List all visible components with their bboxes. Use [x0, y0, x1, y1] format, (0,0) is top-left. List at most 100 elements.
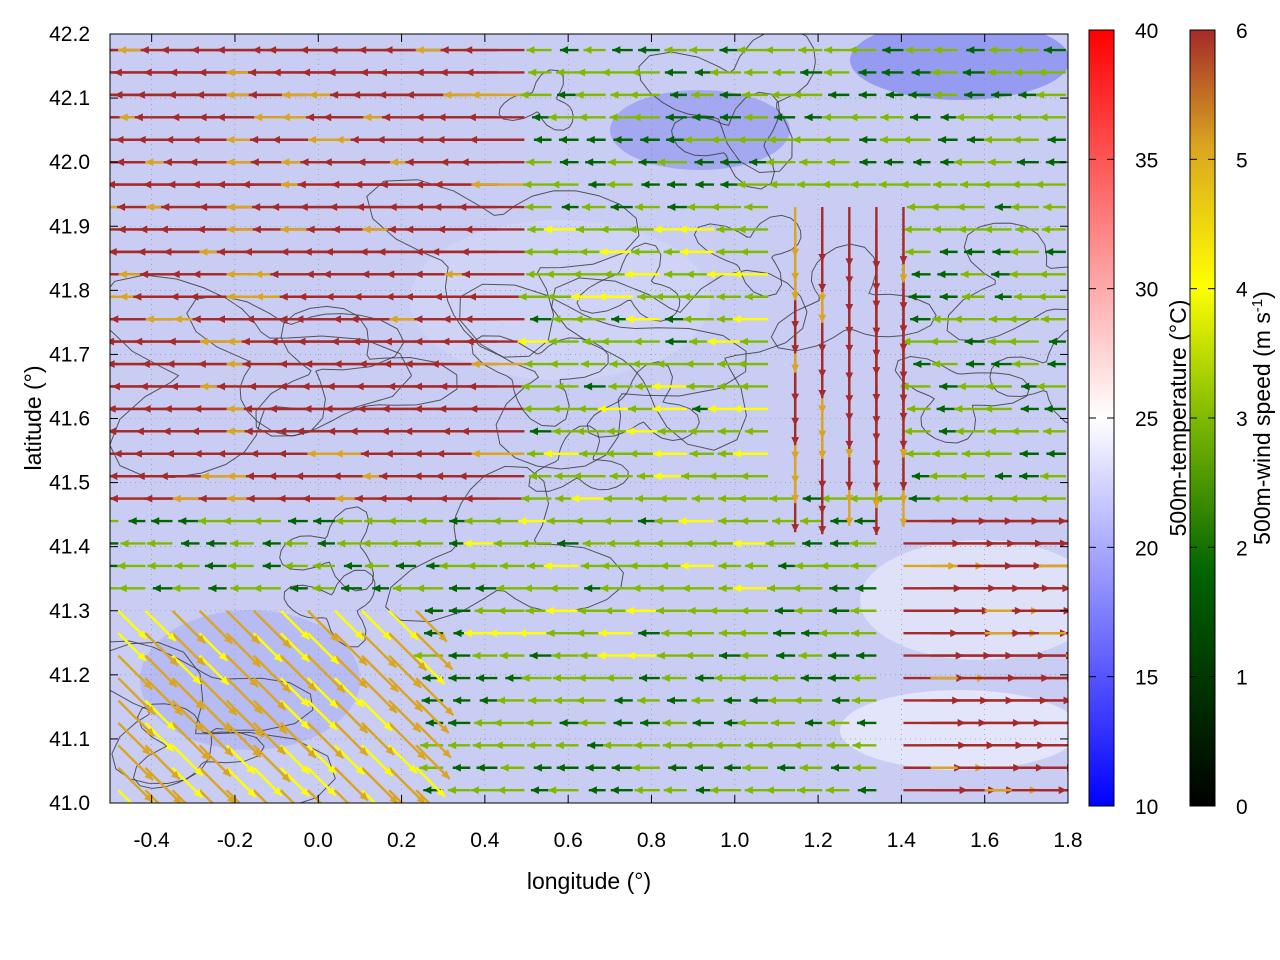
wind-vector-head: [1047, 135, 1056, 144]
wind-vector-head: [578, 113, 587, 122]
wind-vector-head: [433, 292, 442, 301]
wind-vector-head: [472, 651, 481, 660]
wind-vector-head: [190, 292, 199, 301]
wind-vector-head: [552, 427, 561, 436]
wind-vector-head: [994, 472, 1004, 481]
wind-vector-head: [441, 337, 450, 346]
wind-vector-head: [159, 472, 168, 481]
wind-vector-head: [988, 46, 997, 54]
x-tick-label: 0.6: [554, 829, 583, 852]
wind-vector-head: [929, 472, 938, 481]
wind-vector-head: [312, 584, 321, 593]
wind-vector-head: [719, 90, 728, 99]
wind-vector-head: [426, 561, 435, 570]
wind-vector-head: [438, 494, 447, 503]
wind-vector-head: [668, 763, 677, 772]
wind-speed-colorbar-tick-label: 6: [1236, 20, 1248, 43]
wind-vector-head: [118, 584, 127, 593]
wind-vector-head: [412, 679, 422, 688]
wind-vector-head: [885, 90, 894, 99]
wind-vector-head: [638, 629, 647, 638]
wind-vector-head: [60, 69, 68, 77]
wind-vector-head: [448, 606, 457, 615]
wind-vector-head: [324, 247, 333, 256]
wind-vector-head: [820, 561, 829, 570]
wind-vector-head: [852, 763, 861, 772]
wind-vector-head: [404, 427, 413, 436]
wind-vector-head: [856, 718, 866, 727]
wind-vector-head: [572, 270, 581, 279]
wind-vector-head: [383, 360, 392, 368]
wind-vector-head: [335, 494, 344, 503]
wind-vector-head: [732, 315, 741, 324]
wind-vector-head: [613, 135, 622, 144]
wind-vector-head: [607, 158, 616, 167]
wind-vector-head: [695, 674, 704, 682]
wind-vector: [225, 699, 264, 738]
wind-vector-head: [360, 449, 369, 458]
wind-vector-head: [707, 404, 716, 413]
wind-vector-head: [414, 270, 423, 279]
wind-vector-head: [826, 158, 836, 167]
wind-vector-head: [352, 337, 361, 346]
x-tick-label: 1.6: [970, 829, 999, 852]
wind-vector-head: [666, 696, 675, 705]
wind-vector-head: [791, 475, 800, 484]
wind-vector-head: [92, 293, 100, 301]
wind-vector-head: [744, 203, 753, 211]
wind-vector-head: [448, 718, 457, 727]
wind-vector-head: [857, 786, 866, 795]
wind-vector-head: [548, 786, 557, 795]
wind-vector-head: [163, 158, 172, 167]
wind-vector-head: [818, 283, 827, 292]
wind-vector-head: [361, 270, 370, 279]
wind-vector-head: [440, 46, 449, 54]
wind-vector-head: [939, 382, 948, 391]
x-tick-label: 0.4: [470, 829, 500, 852]
wind-vector-head: [142, 404, 151, 413]
wind-vector-head: [606, 539, 615, 548]
wind-vector-head: [88, 517, 96, 525]
wind-vector-head: [908, 494, 917, 503]
wind-vector-head: [353, 292, 362, 301]
wind-vector-head: [295, 427, 304, 436]
y-tick-label: 41.1: [49, 728, 90, 751]
wind-vector-head: [680, 561, 689, 570]
wind-vector-head: [845, 449, 854, 458]
wind-vector-head: [845, 440, 854, 449]
wind-speed-colorbar-tick-label: 1: [1236, 667, 1248, 690]
wind-vector-head: [744, 427, 753, 436]
wind-vector-head: [475, 584, 484, 593]
wind-vector-head: [117, 203, 126, 211]
wind-vector-head: [664, 68, 673, 77]
wind-vector-head: [273, 787, 282, 796]
wind-vector-head: [355, 766, 365, 775]
wind-vector-head: [521, 674, 530, 682]
wind-vector-head: [198, 68, 207, 77]
wind-vector-head: [956, 203, 965, 211]
wind-vector-head: [151, 517, 160, 525]
y-axis-label: latitude (°): [20, 365, 46, 470]
wind-vector-head: [470, 786, 479, 795]
wind-vector-head: [600, 225, 609, 234]
wind-vector-head: [355, 203, 365, 211]
wind-vector-head: [1019, 472, 1028, 481]
wind-vector-head: [304, 360, 313, 368]
wind-vector-head: [631, 539, 640, 548]
wind-vector-head: [226, 472, 235, 481]
wind-vector-head: [938, 427, 948, 436]
wind-vector-head: [766, 584, 775, 593]
temperature-colorbar-tick-label: 10: [1135, 796, 1158, 819]
temperature-colorbar-tick-label: 20: [1135, 537, 1158, 560]
wind-vector-head: [300, 630, 310, 640]
wind-vector-head: [460, 427, 469, 436]
wind-vector-head: [222, 723, 232, 733]
wind-vector-head: [306, 225, 315, 234]
wind-vector-head: [281, 818, 289, 826]
wind-vector-head: [961, 292, 970, 301]
wind-vector-head: [584, 584, 593, 593]
wind-vector-head: [685, 360, 694, 368]
wind-vector-head: [409, 631, 419, 640]
wind-vector: [252, 654, 292, 694]
wind-vector-head: [300, 787, 310, 797]
